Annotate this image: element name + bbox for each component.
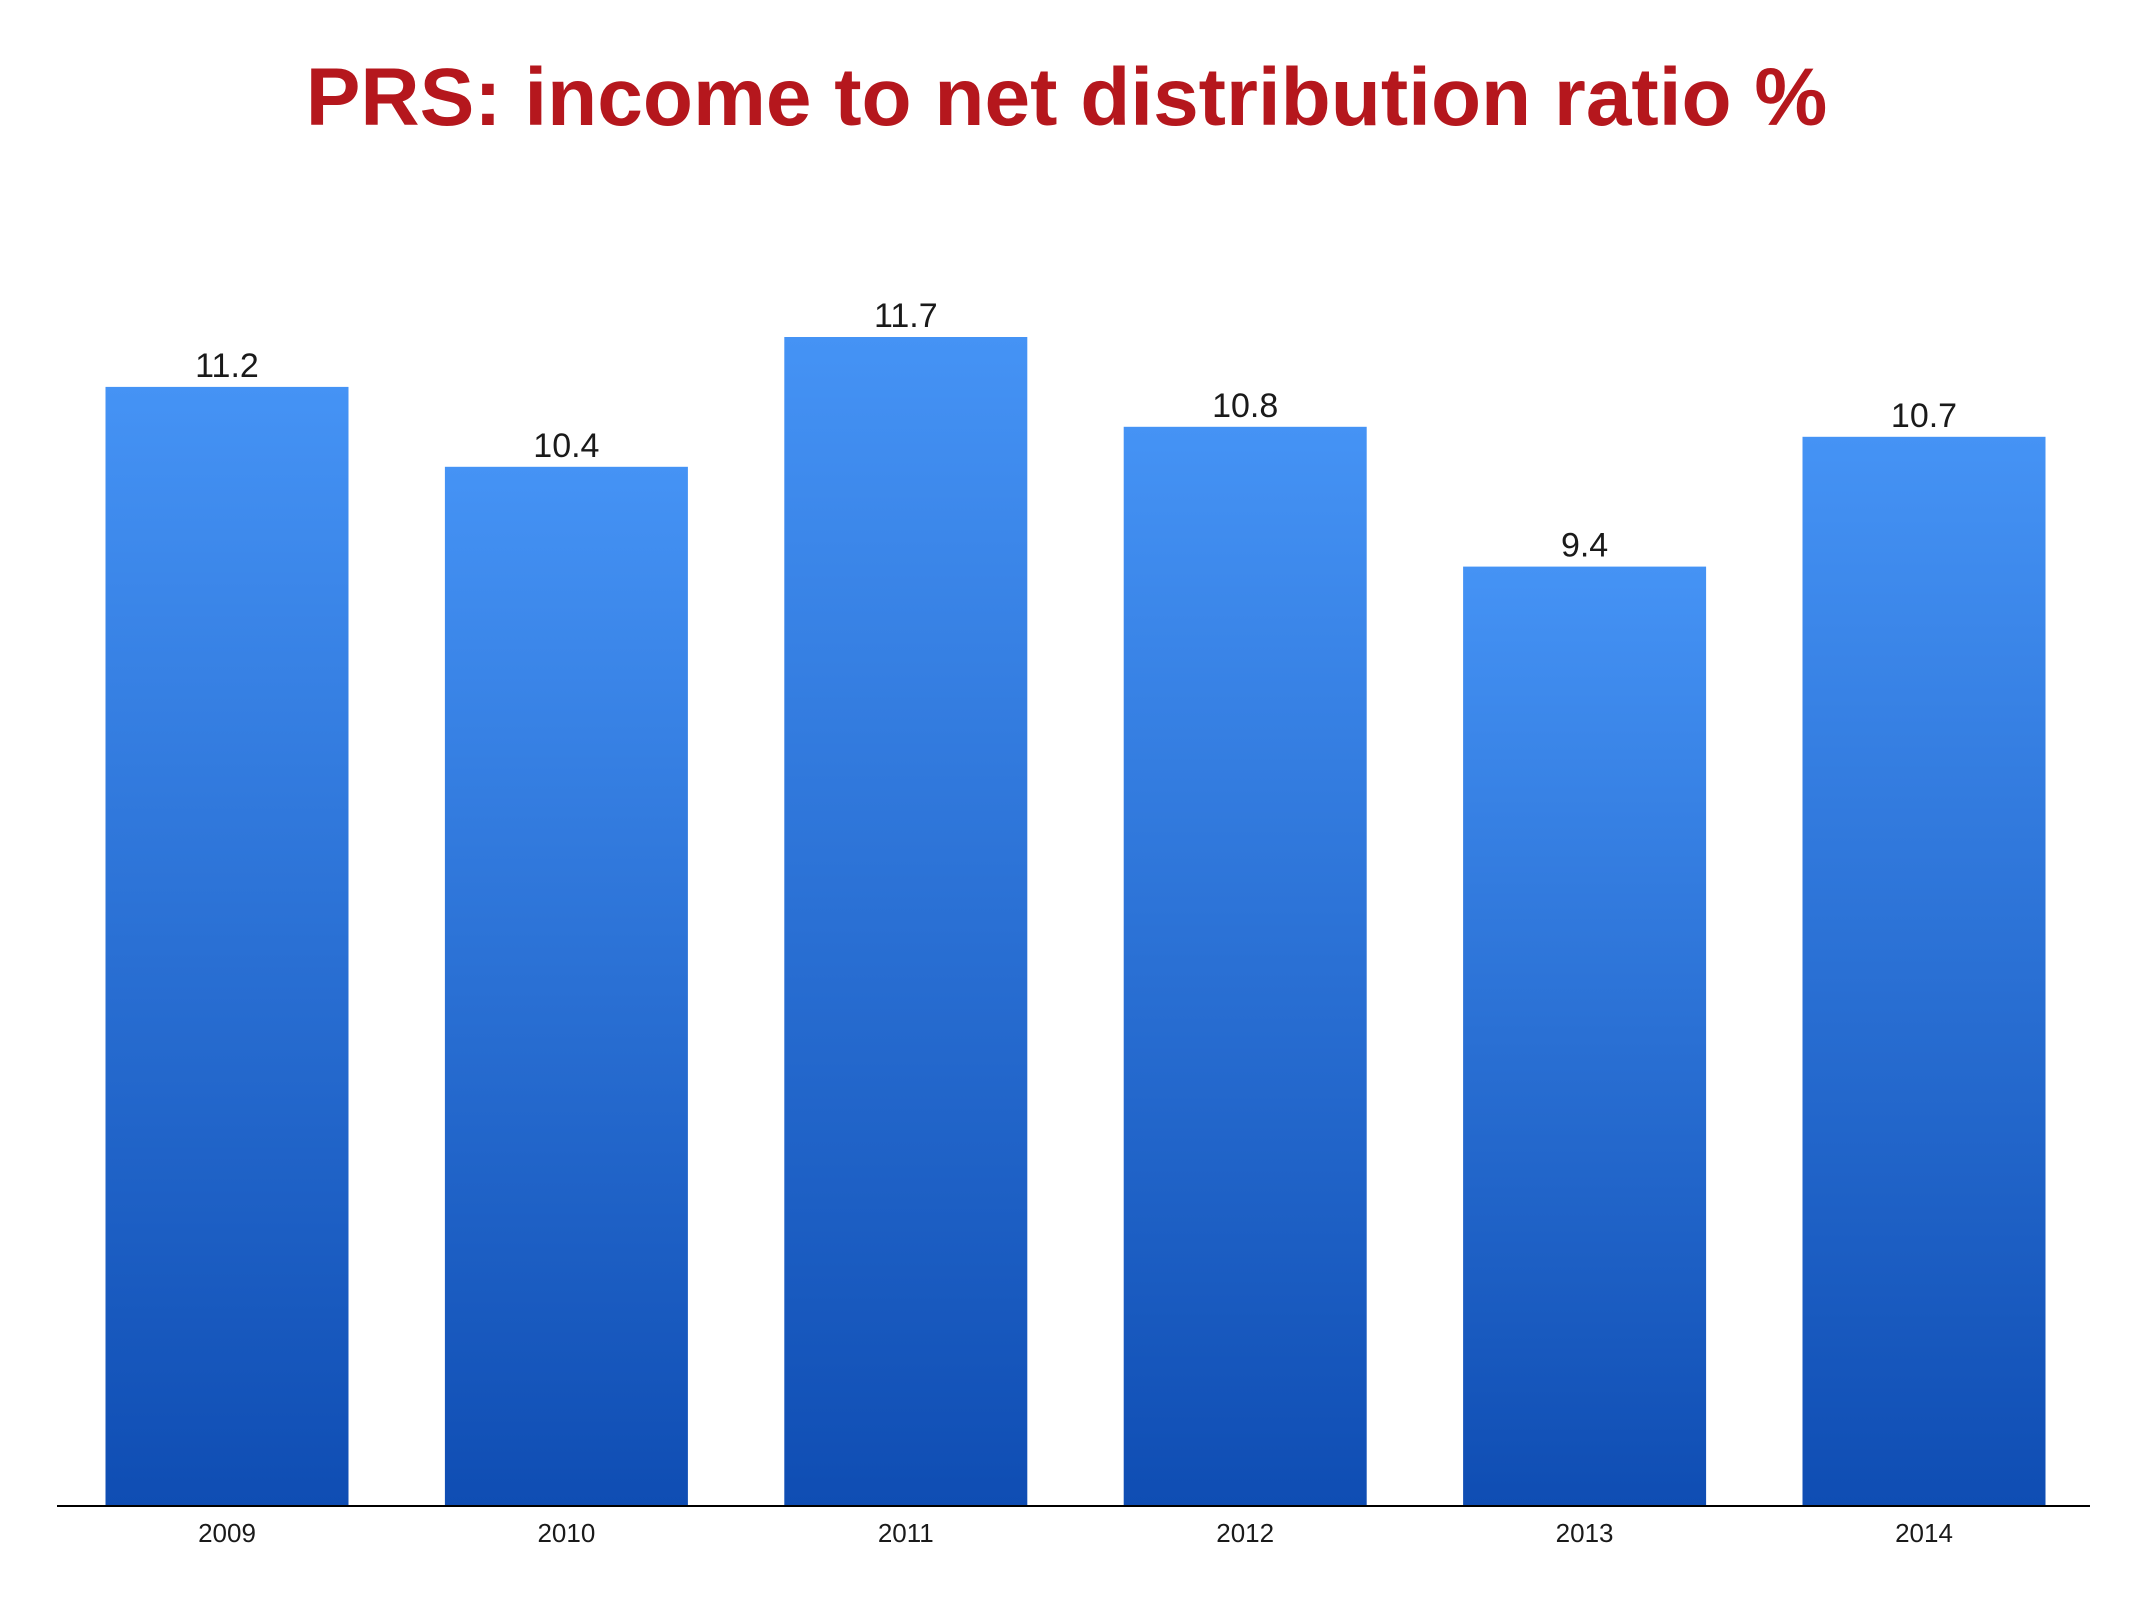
bar-2011 — [784, 337, 1028, 1505]
x-tick-labels-layer: 2009 2010 2011 2012 2013 2014 — [198, 1518, 1953, 1548]
bars-layer — [105, 337, 2046, 1505]
bar-2009 — [105, 386, 349, 1505]
chart-title: PRS: income to net distribution ratio % — [305, 52, 1828, 143]
x-tick-label-2014: 2014 — [1895, 1518, 1953, 1548]
data-label-2009: 11.2 — [195, 347, 259, 385]
x-tick-label-2013: 2013 — [1556, 1518, 1614, 1548]
data-label-2011: 11.7 — [874, 297, 938, 335]
x-tick-label-2009: 2009 — [198, 1518, 256, 1548]
x-tick-label-2011: 2011 — [878, 1518, 934, 1548]
data-labels-layer: 11.2 10.4 11.7 10.8 9.4 10.7 — [195, 297, 1957, 565]
data-label-2013: 9.4 — [1561, 527, 1608, 565]
x-tick-label-2010: 2010 — [537, 1518, 595, 1548]
data-label-2014: 10.7 — [1891, 397, 1957, 435]
bar-2012 — [1123, 426, 1367, 1505]
bar-2013 — [1463, 566, 1707, 1505]
data-label-2010: 10.4 — [533, 427, 599, 465]
data-label-2012: 10.8 — [1212, 387, 1278, 425]
bar-2010 — [444, 466, 688, 1505]
bar-2014 — [1802, 436, 2046, 1505]
x-tick-label-2012: 2012 — [1216, 1518, 1274, 1548]
